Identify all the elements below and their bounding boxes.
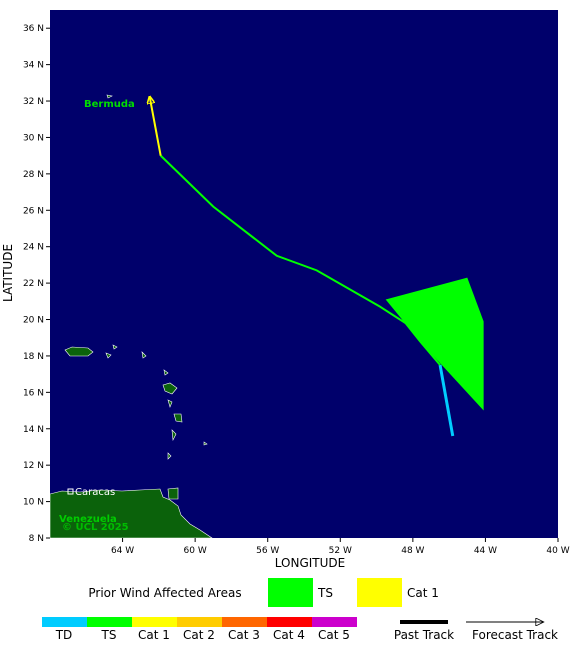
y-tick-label: 12 N	[23, 461, 44, 471]
y-tick-label: 24 N	[23, 243, 44, 253]
credit: © UCL 2025	[62, 522, 129, 533]
x-tick-label: 64 W	[111, 546, 134, 556]
wind-area	[385, 277, 484, 411]
plot	[150, 97, 484, 437]
y-tick-label: 22 N	[23, 279, 44, 289]
scale-swatch	[177, 617, 222, 627]
legend-label: Cat 1	[407, 586, 439, 600]
x-tick-label: 60 W	[184, 546, 207, 556]
scale-label: TS	[101, 628, 117, 642]
scale-label: Cat 5	[318, 628, 350, 642]
y-tick-label: 14 N	[23, 425, 44, 435]
axes: 64 W 60 W 56 W 52 W 48 W 44 W 40 W 8 N 10 N 12 N 1…	[23, 24, 570, 556]
x-tick-label: 56 W	[256, 546, 279, 556]
y-tick-label: 8 N	[29, 534, 44, 544]
y-tick-label: 16 N	[23, 388, 44, 398]
legend: Prior Wind Affected Areas Past Track For…	[42, 578, 558, 642]
x-tick-label: 52 W	[329, 546, 352, 556]
puerto-rico	[64, 346, 94, 357]
scale-swatch	[132, 617, 177, 627]
track	[438, 364, 455, 437]
x-tick-label: 40 W	[546, 546, 569, 556]
legend-swatch	[268, 578, 313, 607]
trinidad	[167, 487, 179, 500]
place-label: Caracas	[75, 487, 115, 498]
islands	[105, 94, 208, 460]
y-tick-label: 36 N	[23, 24, 44, 34]
y-tick-label: 28 N	[23, 170, 44, 180]
y-axis-label: LATITUDE	[1, 244, 15, 302]
place-label: Venezuela	[59, 514, 117, 525]
y-tick-label: 26 N	[23, 206, 44, 216]
legend-swatch	[357, 578, 402, 607]
x-axis-label: LONGITUDE	[275, 556, 345, 570]
ocean	[50, 10, 558, 538]
scale-swatch	[42, 617, 87, 627]
scale-label: Cat 3	[228, 628, 260, 642]
y-tick-label: 34 N	[23, 61, 44, 71]
south-america	[50, 488, 213, 538]
track	[150, 97, 162, 156]
scale-swatch	[267, 617, 312, 627]
track	[159, 154, 441, 366]
y-tick-label: 10 N	[23, 498, 44, 508]
x-tick-label: 44 W	[474, 546, 497, 556]
y-tick-label: 32 N	[23, 97, 44, 107]
scale-label: TD	[55, 628, 73, 642]
land	[50, 94, 213, 538]
scale-swatch	[312, 617, 357, 627]
y-tick-label: 30 N	[23, 133, 44, 143]
legend-label: Past Track	[394, 628, 454, 642]
legend-label: TS	[317, 586, 333, 600]
city-marker	[67, 488, 74, 495]
scale-swatch	[222, 617, 267, 627]
place-label: Bermuda	[84, 99, 135, 110]
y-tick-label: 18 N	[23, 352, 44, 362]
legend-title: Prior Wind Affected Areas	[88, 586, 241, 600]
scale-swatch	[87, 617, 132, 627]
legend-label: Forecast Track	[472, 628, 558, 642]
scale-label: Cat 2	[183, 628, 215, 642]
y-tick-label: 20 N	[23, 316, 44, 326]
scale-label: Cat 1	[138, 628, 170, 642]
scale-label: Cat 4	[273, 628, 305, 642]
x-tick-label: 48 W	[401, 546, 424, 556]
